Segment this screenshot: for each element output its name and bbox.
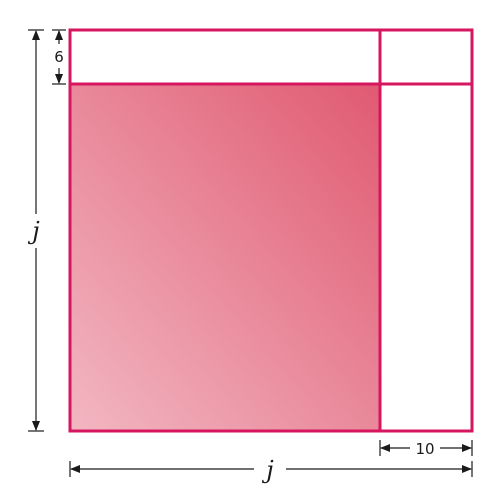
bottom-side-label: j [261, 456, 274, 484]
top-strip-label: 6 [54, 48, 64, 66]
right-strip-dimension: 10 [379, 440, 473, 458]
right-strip-label: 10 [415, 440, 434, 458]
top-strip-dimension: 6 [52, 29, 66, 85]
outer-square [68, 28, 474, 433]
shaded-region [70, 84, 380, 431]
bottom-dimension: j [69, 456, 473, 484]
left-dimension: j [27, 29, 44, 432]
left-side-label: j [27, 217, 40, 245]
